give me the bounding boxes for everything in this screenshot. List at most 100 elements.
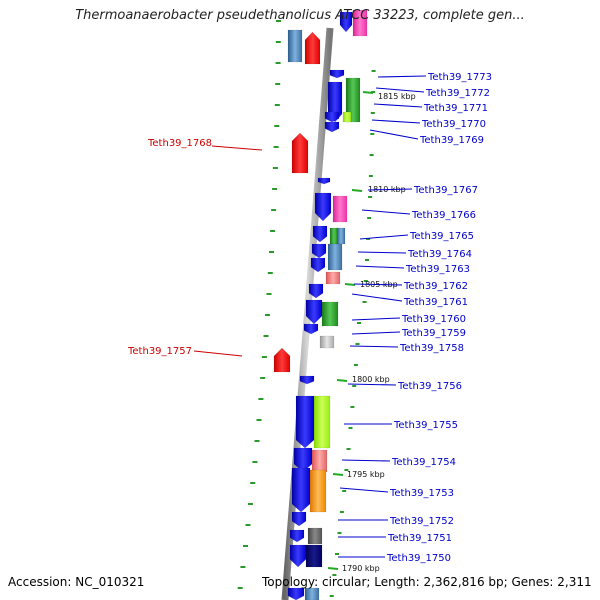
gene-feature [327,243,343,271]
gene-feature [307,527,323,545]
grid-dot [366,238,371,240]
gene-label: Teth39_1768 [147,138,212,149]
gene-leader-line [347,383,397,386]
gene-label: Teth39_1767 [413,185,478,196]
kbp-tick [327,567,339,570]
kbp-label: 1790 kbp [342,564,380,573]
grid-dot [261,356,267,358]
kbp-tick [351,189,363,192]
grid-dot [273,146,279,148]
gene-leader-line [193,350,243,357]
gene-feature [289,544,307,568]
kbp-label: 1815 kbp [378,92,416,101]
grid-dot [370,133,375,135]
gene-feature [339,11,353,33]
gene-feature [317,177,331,185]
gene-label: Teth39_1761 [403,297,468,308]
gene-features [273,9,368,600]
gene-feature [311,449,328,473]
grid-dot [275,62,281,64]
grid-dot [258,398,264,400]
grid-dot [266,293,272,295]
gene-feature [287,29,303,63]
gene-label: Teth39_1766 [411,210,476,221]
grid-dot [371,91,376,93]
grid-dot [275,83,281,85]
gene-feature [309,469,327,513]
gene-label: Teth39_1754 [391,457,456,468]
gene-feature [305,299,323,325]
grid-dot [367,217,372,219]
gene-feature [273,347,291,373]
gene-leader-line [351,293,403,302]
grid-dot [274,104,280,106]
grid-dot [247,503,253,505]
grid-dot [254,440,260,442]
gene-label: Teth39_1772 [425,88,490,99]
grid-dot [271,209,277,211]
gene-feature [310,257,326,273]
grid-dot [274,125,280,127]
gene-feature [291,511,307,527]
gene-feature [287,587,305,600]
gene-feature [352,9,368,37]
gene-leader-line [351,331,401,335]
gene-label: Teth39_1771 [423,103,488,114]
kbp-label: 1800 kbp [352,375,390,384]
gene-leader-line [339,487,389,493]
kbp-tick [344,283,356,286]
gene-feature [321,301,339,327]
grid-dot [368,196,373,198]
grid-dot [263,335,269,337]
gene-label: Teth39_1765 [409,231,474,242]
gene-label: Teth39_1763 [405,264,470,275]
gene-feature [324,111,340,123]
gene-feature [312,225,328,243]
gene-leader-line [367,188,413,191]
gene-feature [299,375,315,385]
kbp-tick [362,91,374,94]
grid-dot [348,427,353,429]
gene-label: Teth39_1750 [386,553,451,564]
gene-feature [291,132,309,174]
gene-feature [311,243,327,259]
gene-feature [308,283,324,299]
grid-dot [269,251,274,253]
grid-dot [267,272,273,274]
grid-dot [353,364,358,366]
gene-leader-line [357,251,407,254]
accession-label: Accession: NC_010321 [8,575,145,589]
grid-dot [240,566,246,568]
gene-leader-line [369,129,419,140]
gene-leader-line [349,345,399,348]
gene-feature [295,395,315,449]
gene-leader-line [211,145,263,151]
grid-dot [352,385,357,387]
grid-dot [252,461,258,463]
grid-dot [270,230,276,232]
gene-label: Teth39_1753 [389,488,454,499]
gene-label: Teth39_1769 [419,135,484,146]
gene-label: Teth39_1770 [421,119,486,130]
grid-dot [237,587,243,589]
gene-feature [303,323,319,335]
grid-dot [275,41,281,43]
gene-label: Teth39_1759 [401,328,466,339]
grid-dot [346,448,351,450]
gene-label: Teth39_1762 [403,281,468,292]
grid-dot [245,524,251,526]
gene-leader-line [359,234,409,240]
gene-feature [291,467,311,513]
map-title: Thermoanaerobacter pseudethanolicus ATCC… [75,8,525,23]
grid-dot [265,314,270,316]
gene-feature [305,544,323,568]
gene-feature [342,111,352,123]
gene-feature [332,195,348,223]
gene-leader-line [351,317,401,321]
gene-feature [325,271,341,285]
grid-dot [337,532,342,534]
gene-label: Teth39_1758 [399,343,464,354]
grid-dot [344,469,349,471]
gene-feature [304,31,321,65]
